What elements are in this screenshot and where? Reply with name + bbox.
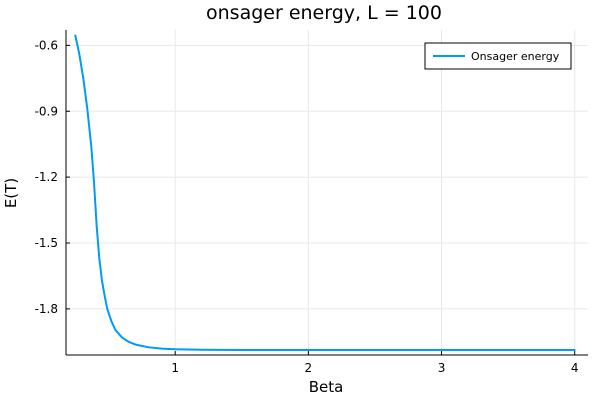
x-tick-label: 1	[171, 361, 179, 375]
legend: Onsager energy	[424, 42, 572, 70]
chart-title: onsager energy, L = 100	[206, 2, 442, 24]
y-tick-label: -1.2	[35, 170, 58, 184]
x-tick-label: 4	[571, 361, 579, 375]
y-tick-label: -0.9	[35, 104, 58, 118]
y-axis-label: E(T)	[2, 178, 20, 208]
y-tick-label: -1.8	[35, 302, 58, 316]
x-axis-label: Beta	[309, 378, 344, 396]
axes	[65, 30, 588, 356]
x-tick-label: 3	[438, 361, 446, 375]
grid	[66, 30, 588, 355]
y-tick-label: -0.6	[35, 38, 58, 52]
legend-label: Onsager energy	[471, 50, 560, 63]
ticks: 1 2 3 4 -0.6 -0.9 -1.2 -1.5 -1.8	[35, 38, 579, 375]
x-tick-label: 2	[305, 361, 313, 375]
series-line-onsager-energy	[74, 34, 576, 351]
series	[74, 34, 576, 351]
y-tick-label: -1.5	[35, 236, 58, 250]
legend-box	[424, 42, 572, 70]
